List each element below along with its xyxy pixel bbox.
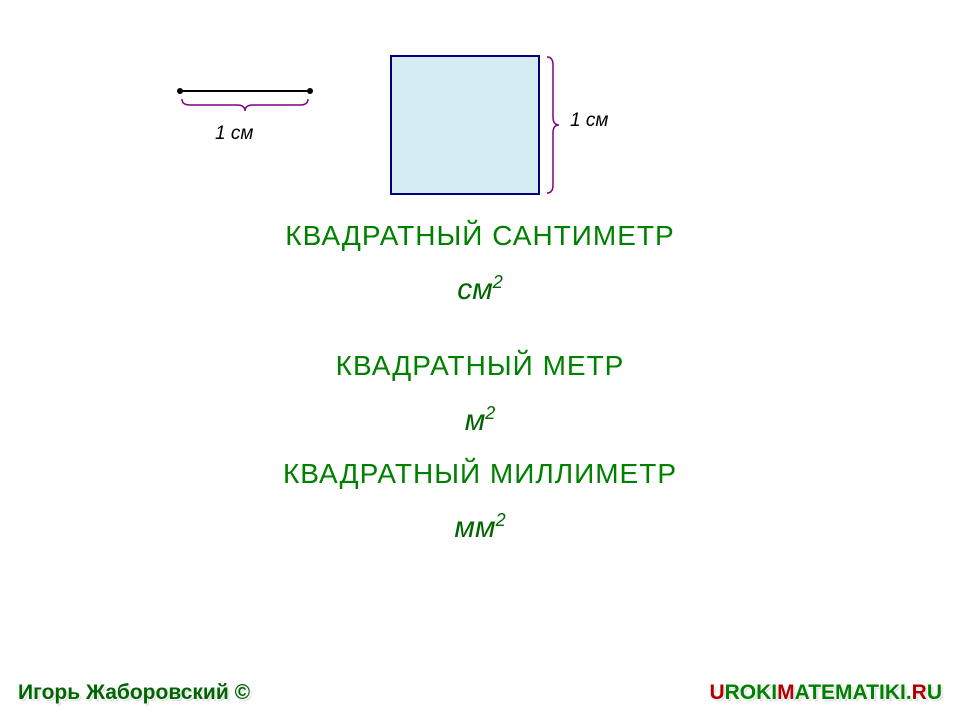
segment-line	[180, 90, 310, 92]
brace-vertical-icon	[545, 55, 563, 195]
footer-p2: ROKI	[725, 681, 778, 704]
segment-label: 1 см	[215, 123, 253, 145]
heading-mm: КВАДРАТНЫЙ МИЛЛИМЕТР	[0, 458, 960, 490]
brace-horizontal-icon	[180, 97, 310, 115]
footer-p5: R	[912, 681, 927, 704]
heading-cm: КВАДРАТНЫЙ САНТИМЕТР	[0, 220, 960, 252]
endpoint-left	[177, 88, 183, 94]
footer-p3: M	[777, 681, 795, 704]
symbol-cm-sup: 2	[493, 272, 503, 292]
footer-p1: U	[709, 681, 724, 704]
symbol-mm-sup: 2	[496, 510, 506, 530]
footer-p6: U	[927, 681, 942, 704]
symbol-m: м2	[0, 403, 960, 438]
endpoint-right	[307, 88, 313, 94]
symbol-m-sup: 2	[485, 403, 495, 423]
symbol-m-base: м	[465, 404, 486, 437]
heading-m: КВАДРАТНЫЙ МЕТР	[0, 350, 960, 382]
symbol-mm: мм2	[0, 510, 960, 545]
footer-p4: ATEMATIKI.	[795, 681, 912, 704]
square-box	[390, 55, 540, 195]
line-segment	[180, 90, 310, 92]
symbol-cm-base: см	[457, 273, 493, 306]
symbol-cm: см2	[0, 272, 960, 307]
footer-author: Игорь Жаборовский ©	[18, 681, 250, 705]
square-label: 1 см	[570, 110, 608, 132]
footer-site: UROKIMATEMATIKI.RU	[709, 681, 942, 705]
symbol-mm-base: мм	[454, 511, 495, 544]
